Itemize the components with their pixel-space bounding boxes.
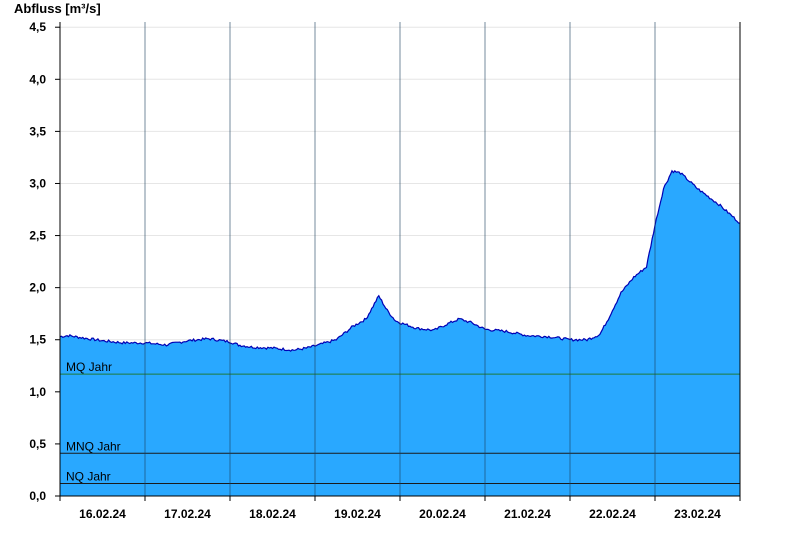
y-tick-label: 4,5 xyxy=(29,20,46,34)
reference-line-label: NQ Jahr xyxy=(66,469,111,483)
day-separators xyxy=(144,22,656,496)
x-tick-label: 22.02.24 xyxy=(589,507,636,521)
x-tick-label: 16.02.24 xyxy=(79,507,126,521)
x-tick-label: 20.02.24 xyxy=(419,507,466,521)
x-tick-label: 17.02.24 xyxy=(164,507,211,521)
x-tick-label: 18.02.24 xyxy=(249,507,296,521)
y-tick-label: 0,5 xyxy=(29,437,46,451)
y-tick-label: 4,0 xyxy=(29,72,46,86)
y-tick-label: 3,0 xyxy=(29,176,46,190)
x-tick-label: 23.02.24 xyxy=(674,507,721,521)
y-axis-label: Abfluss [m³/s] xyxy=(14,1,101,16)
y-tick-label: 1,0 xyxy=(29,385,46,399)
y-tick-label: 3,5 xyxy=(29,124,46,138)
reference-lines: MQ Jahr MNQ Jahr NQ Jahr xyxy=(60,360,740,484)
x-tick-label: 19.02.24 xyxy=(334,507,381,521)
reference-line-label: MNQ Jahr xyxy=(66,439,121,453)
x-tick-label: 21.02.24 xyxy=(504,507,551,521)
reference-line-label: MQ Jahr xyxy=(66,360,112,374)
y-tick-label: 1,5 xyxy=(29,333,46,347)
axes: 0,0 0,5 1,0 1,5 2,0 2,5 3,0 3,5 4,0 4,5 16.02.24 17… xyxy=(29,20,741,521)
y-tick-label: 2,5 xyxy=(29,229,46,243)
y-tick-label: 2,0 xyxy=(29,281,46,295)
y-tick-label: 0,0 xyxy=(29,489,46,503)
